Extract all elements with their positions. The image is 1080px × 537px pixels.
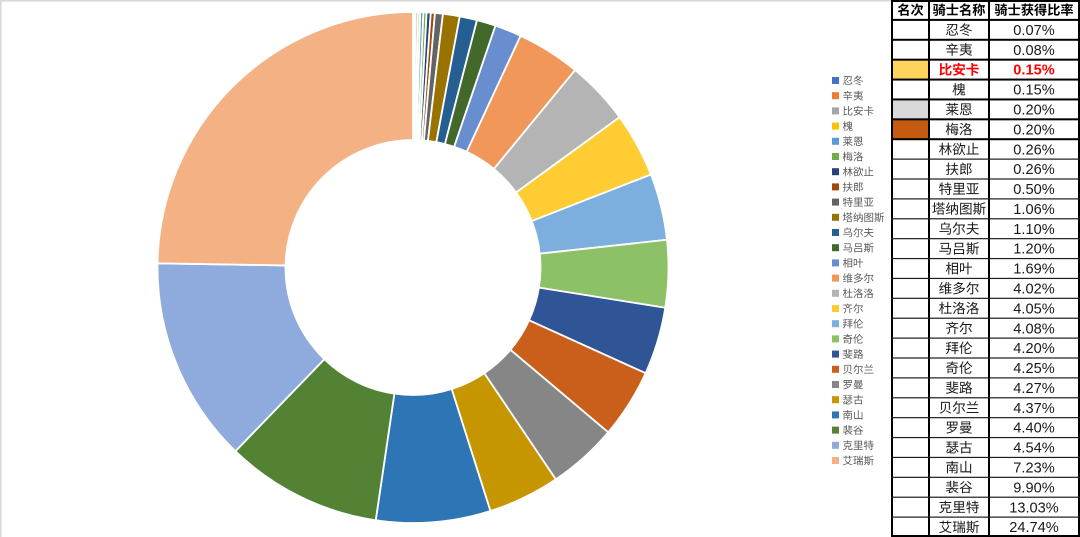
svg-text:0.50%: 0.50%	[1013, 182, 1054, 198]
svg-text:4.40%: 4.40%	[1013, 421, 1054, 437]
svg-text:0.26%: 0.26%	[1013, 162, 1054, 178]
svg-text:9.90%: 9.90%	[1013, 480, 1054, 496]
svg-text:4.08%: 4.08%	[1013, 321, 1054, 337]
svg-text:0.08%: 0.08%	[1013, 43, 1054, 59]
svg-text:0.20%: 0.20%	[1013, 122, 1054, 138]
svg-text:1.20%: 1.20%	[1013, 242, 1054, 258]
svg-text:4.20%: 4.20%	[1013, 341, 1054, 357]
svg-text:4.27%: 4.27%	[1013, 381, 1054, 397]
svg-text:4.02%: 4.02%	[1013, 281, 1054, 297]
svg-text:4.05%: 4.05%	[1013, 301, 1054, 317]
svg-text:0.26%: 0.26%	[1013, 142, 1054, 158]
svg-text:4.25%: 4.25%	[1013, 361, 1054, 377]
svg-text:0.20%: 0.20%	[1013, 102, 1054, 118]
svg-text:4.37%: 4.37%	[1013, 401, 1054, 417]
svg-text:0.07%: 0.07%	[1013, 23, 1054, 39]
svg-text:1.69%: 1.69%	[1013, 262, 1054, 278]
svg-text:1.10%: 1.10%	[1013, 222, 1054, 238]
svg-text:24.74%: 24.74%	[1009, 520, 1059, 536]
svg-text:0.15%: 0.15%	[1013, 83, 1054, 99]
svg-text:4.54%: 4.54%	[1013, 441, 1054, 457]
svg-text:13.03%: 13.03%	[1009, 500, 1059, 516]
svg-text:0.15%: 0.15%	[1013, 63, 1054, 79]
svg-text:1.06%: 1.06%	[1013, 202, 1054, 218]
svg-text:7.23%: 7.23%	[1013, 460, 1054, 476]
